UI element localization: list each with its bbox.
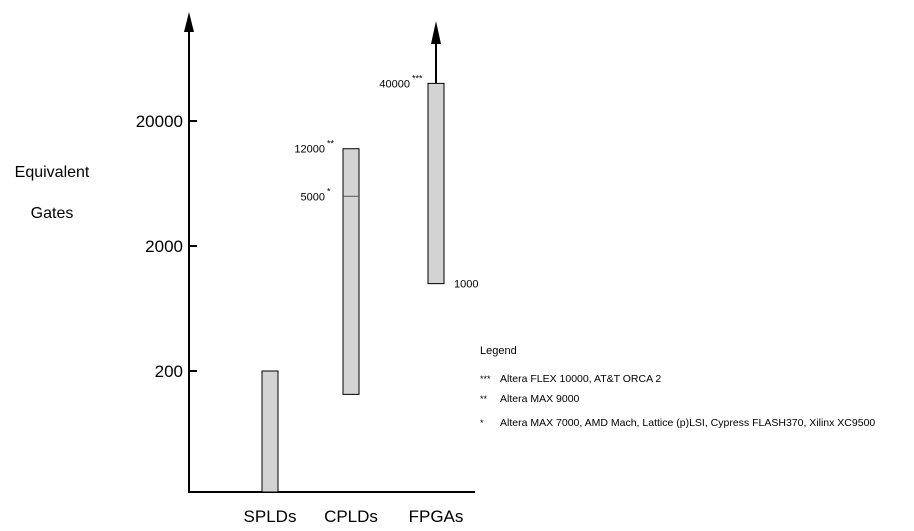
x-category-label-fpgas: FPGAs bbox=[409, 507, 464, 526]
y-axis-label-line-1: Equivalent bbox=[15, 164, 90, 181]
x-category-label-splds: SPLDs bbox=[244, 507, 297, 526]
bar-cplds bbox=[342, 148, 360, 395]
y-axis-arrowhead bbox=[184, 12, 194, 32]
annotation-12000: 12000 bbox=[294, 144, 325, 156]
x-category-label-cplds: CPLDs bbox=[324, 507, 378, 526]
annotation-5000: 5000 bbox=[301, 191, 325, 203]
legend: Legend *** Altera FLEX 10000, AT&T ORCA … bbox=[480, 345, 875, 429]
y-tick-label: 200 bbox=[155, 362, 183, 381]
fpga-arrowhead bbox=[431, 21, 441, 44]
legend-entry-2: Altera MAX 9000 bbox=[500, 393, 580, 405]
bar-fpgas bbox=[427, 82, 445, 285]
legend-title: Legend bbox=[480, 345, 517, 357]
legend-marker-1: *** bbox=[480, 374, 491, 384]
y-axis-label-line-2: Gates bbox=[31, 205, 74, 222]
y-tick-label: 20000 bbox=[136, 112, 183, 131]
annotation-marker: *** bbox=[412, 73, 423, 83]
annotation-marker: * bbox=[327, 186, 331, 196]
annotation-40000: 40000 bbox=[379, 78, 410, 90]
legend-entry-1: Altera FLEX 10000, AT&T ORCA 2 bbox=[500, 373, 661, 385]
annotation-marker: ** bbox=[327, 139, 335, 149]
annotation-1000: 1000 bbox=[454, 279, 478, 291]
legend-entry-3: Altera MAX 7000, AMD Mach, Lattice (p)LS… bbox=[500, 417, 875, 429]
y-tick-label: 2000 bbox=[145, 237, 183, 256]
legend-marker-3: * bbox=[480, 418, 484, 428]
bar-splds bbox=[261, 370, 279, 493]
legend-marker-2: ** bbox=[480, 394, 488, 404]
